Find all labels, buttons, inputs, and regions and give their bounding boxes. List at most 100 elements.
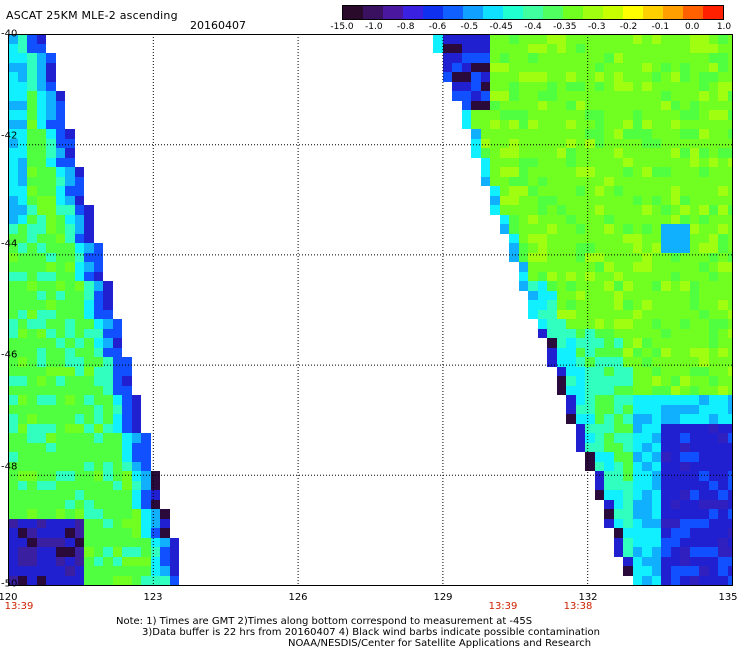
wind-cell xyxy=(74,423,84,433)
wind-cell xyxy=(623,34,633,44)
wind-cell xyxy=(74,205,84,215)
wind-cell xyxy=(594,319,604,329)
wind-cell xyxy=(8,537,18,547)
wind-cell xyxy=(537,81,547,91)
wind-cell xyxy=(36,357,46,367)
wind-cell xyxy=(65,271,75,281)
wind-cell xyxy=(55,347,65,357)
lon-tick: 132 xyxy=(578,592,598,603)
wind-cell xyxy=(17,452,27,462)
wind-cell xyxy=(36,442,46,452)
wind-cell xyxy=(680,290,690,300)
wind-cell xyxy=(699,423,709,433)
wind-cell xyxy=(55,566,65,576)
wind-cell xyxy=(566,91,576,101)
color-scale-swatch xyxy=(383,6,403,19)
wind-cell xyxy=(490,100,500,110)
wind-cell xyxy=(642,480,652,490)
wind-cell xyxy=(74,537,84,547)
wind-cell xyxy=(689,72,699,82)
wind-cell xyxy=(670,309,680,319)
wind-cell xyxy=(718,566,728,576)
wind-cell xyxy=(93,271,103,281)
wind-cell xyxy=(55,300,65,310)
wind-cell xyxy=(585,461,595,471)
wind-cell xyxy=(471,62,481,72)
wind-cell xyxy=(518,233,528,243)
wind-cell xyxy=(556,62,566,72)
wind-cell xyxy=(575,252,585,262)
wind-cell xyxy=(27,300,37,310)
wind-cell xyxy=(8,309,18,319)
wind-cell xyxy=(556,157,566,167)
wind-cell xyxy=(699,433,709,443)
wind-cell xyxy=(651,110,661,120)
wind-cell xyxy=(74,433,84,443)
wind-cell xyxy=(585,100,595,110)
wind-cell xyxy=(74,290,84,300)
wind-cell xyxy=(594,110,604,120)
wind-cell xyxy=(537,167,547,177)
wind-cell xyxy=(680,328,690,338)
wind-cell xyxy=(604,119,614,129)
wind-cell xyxy=(651,262,661,272)
wind-cell xyxy=(84,357,94,367)
wind-cell xyxy=(566,262,576,272)
wind-cell xyxy=(689,404,699,414)
wind-cell xyxy=(46,499,56,509)
wind-cell xyxy=(131,461,141,471)
wind-cell xyxy=(17,214,27,224)
wind-cell xyxy=(74,319,84,329)
wind-cell xyxy=(604,262,614,272)
wind-cell xyxy=(680,518,690,528)
wind-cell xyxy=(74,518,84,528)
wind-cell xyxy=(471,43,481,53)
wind-cell xyxy=(27,537,37,547)
wind-cell xyxy=(566,395,576,405)
wind-cell xyxy=(65,300,75,310)
wind-cell xyxy=(547,176,557,186)
wind-cell xyxy=(642,252,652,262)
wind-cell xyxy=(727,167,733,177)
wind-cell xyxy=(689,252,699,262)
wind-cell xyxy=(689,157,699,167)
wind-cell xyxy=(150,528,160,538)
wind-cell xyxy=(623,528,633,538)
wind-cell xyxy=(122,376,132,386)
wind-cell xyxy=(623,224,633,234)
wind-cell xyxy=(55,452,65,462)
wind-cell xyxy=(490,110,500,120)
wind-cell xyxy=(566,148,576,158)
wind-cell xyxy=(547,119,557,129)
wind-cell xyxy=(537,157,547,167)
wind-cell xyxy=(604,53,614,63)
wind-cell xyxy=(718,243,728,253)
wind-cell xyxy=(103,499,113,509)
wind-cell xyxy=(670,499,680,509)
wind-cell xyxy=(642,300,652,310)
wind-cell xyxy=(556,309,566,319)
wind-cell xyxy=(727,243,733,253)
wind-cell xyxy=(670,556,680,566)
wind-cell xyxy=(632,100,642,110)
wind-cell xyxy=(8,566,18,576)
wind-cell xyxy=(509,243,519,253)
wind-cell xyxy=(8,233,18,243)
wind-cell xyxy=(556,347,566,357)
wind-cell xyxy=(708,499,718,509)
wind-cell xyxy=(632,72,642,82)
wind-cell xyxy=(623,366,633,376)
wind-cell xyxy=(490,91,500,101)
wind-cell xyxy=(623,43,633,53)
wind-cell xyxy=(103,509,113,519)
wind-cell xyxy=(661,62,671,72)
wind-cell xyxy=(689,110,699,120)
note-line-2: 3)Data buffer is 22 hrs from 20160407 4)… xyxy=(142,627,600,638)
wind-cell xyxy=(680,262,690,272)
wind-cell xyxy=(112,338,122,348)
wind-cell xyxy=(699,72,709,82)
wind-cell xyxy=(17,224,27,234)
wind-cell xyxy=(594,309,604,319)
wind-cell xyxy=(36,566,46,576)
wind-cell xyxy=(670,366,680,376)
